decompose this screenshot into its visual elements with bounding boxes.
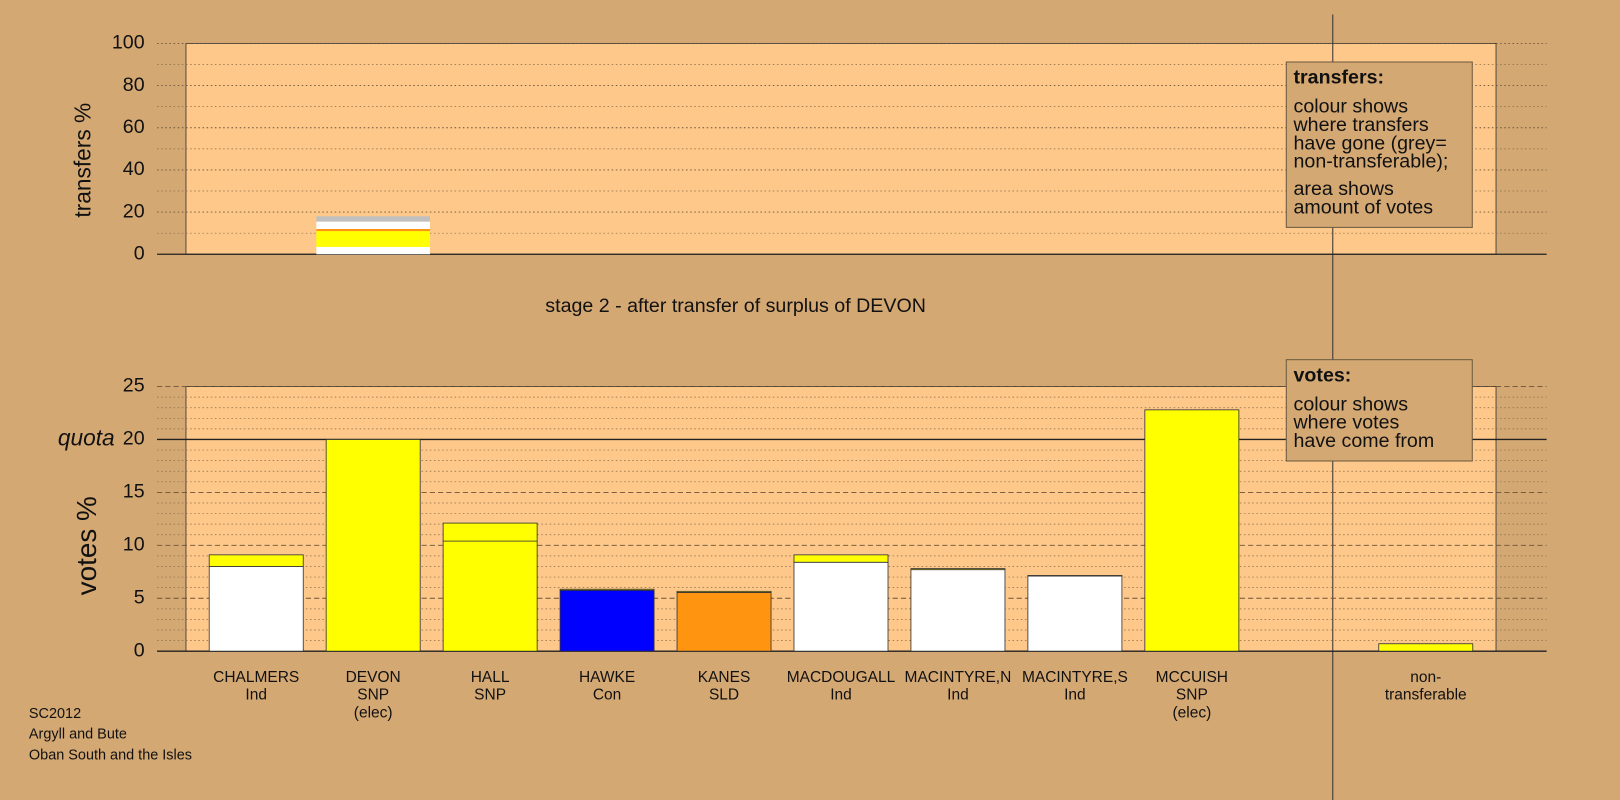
legend-text: non-transferable); — [1294, 151, 1449, 173]
x-tick-label: (elec) — [354, 704, 393, 721]
bar-segment — [793, 561, 889, 652]
y-axis-label: transfers % — [70, 103, 96, 218]
x-tick-label: Ind — [1064, 687, 1086, 704]
x-tick-label: non- — [1410, 669, 1441, 686]
x-tick-label: Ind — [830, 687, 852, 704]
x-tick-label: HALL — [471, 669, 510, 686]
bar-segment — [559, 589, 655, 652]
x-tick-label: KANES — [698, 669, 751, 686]
y-tick-label: 15 — [123, 481, 145, 503]
bar-segment — [910, 568, 1006, 571]
y-tick-label: 80 — [123, 74, 145, 96]
bar-segment — [325, 439, 421, 652]
x-tick-label: SNP — [1176, 687, 1208, 704]
x-tick-label: SNP — [474, 687, 506, 704]
bar-segment — [208, 554, 304, 567]
bar-segment — [316, 228, 431, 232]
bar-segment — [316, 246, 431, 255]
legend-text: area shows — [1294, 178, 1395, 200]
legend-title: transfers: — [1294, 67, 1385, 89]
legend-text: amount of votes — [1294, 196, 1434, 218]
x-tick-label: MACINTYRE,S — [1022, 669, 1128, 686]
x-tick-label: Ind — [245, 687, 267, 704]
quota-label: quota — [58, 424, 115, 450]
footer-line: Argyll and Bute — [29, 727, 127, 743]
bar-segment — [442, 540, 538, 652]
bar-segment — [316, 231, 431, 247]
y-tick-label: 0 — [134, 242, 145, 264]
x-tick-label: CHALMERS — [213, 669, 299, 686]
y-tick-label: 5 — [134, 586, 145, 608]
bar-segment — [676, 592, 772, 652]
x-tick-label: MCCUISH — [1156, 669, 1228, 686]
stage-title: stage 2 - after transfer of surplus of D… — [545, 295, 926, 317]
y-tick-label: 60 — [123, 116, 145, 138]
legend-text: colour shows — [1294, 393, 1409, 415]
bar-segment — [559, 588, 655, 591]
x-tick-label: SLD — [709, 687, 739, 704]
y-tick-label: 20 — [123, 200, 145, 222]
legend-text: where votes — [1293, 412, 1400, 434]
legend-box — [1285, 61, 1473, 228]
bar-segment — [442, 522, 538, 542]
x-tick-label: transferable — [1385, 687, 1467, 704]
x-tick-label: Con — [593, 687, 621, 704]
bar-segment — [793, 554, 889, 563]
x-tick-label: SNP — [357, 687, 389, 704]
legend-text: colour shows — [1294, 96, 1409, 118]
bar-segment — [1027, 575, 1123, 577]
legend-title: votes: — [1294, 364, 1352, 386]
footer-line: Oban South and the Isles — [29, 747, 192, 763]
y-tick-label: 100 — [112, 32, 145, 54]
bar-segment — [316, 216, 431, 222]
bar-segment — [1027, 575, 1123, 652]
y-tick-label: 40 — [123, 158, 145, 180]
x-tick-label: MACINTYRE,N — [905, 669, 1012, 686]
legend-text: where transfers — [1293, 114, 1429, 136]
legend-box — [1285, 359, 1473, 462]
footer-line: SC2012 — [29, 706, 81, 722]
y-tick-label: 10 — [123, 534, 145, 556]
bar-segment — [1144, 409, 1240, 652]
legend-text: have come from — [1294, 430, 1435, 452]
bar-segment — [316, 221, 431, 229]
y-tick-label: 25 — [123, 375, 145, 397]
x-tick-label: DEVON — [346, 669, 401, 686]
bar-segment — [910, 569, 1006, 652]
x-tick-label: HAWKE — [579, 669, 635, 686]
y-axis-label: votes % — [71, 496, 102, 595]
bar-segment — [676, 590, 772, 593]
y-tick-label: 20 — [123, 428, 145, 450]
legend-text: have gone (grey= — [1294, 132, 1447, 154]
x-tick-label: (elec) — [1172, 704, 1211, 721]
x-tick-label: MACDOUGALL — [787, 669, 896, 686]
x-tick-label: Ind — [947, 687, 969, 704]
bar-segment — [208, 566, 304, 652]
y-tick-label: 0 — [134, 639, 145, 661]
bar-segment — [1378, 643, 1474, 652]
